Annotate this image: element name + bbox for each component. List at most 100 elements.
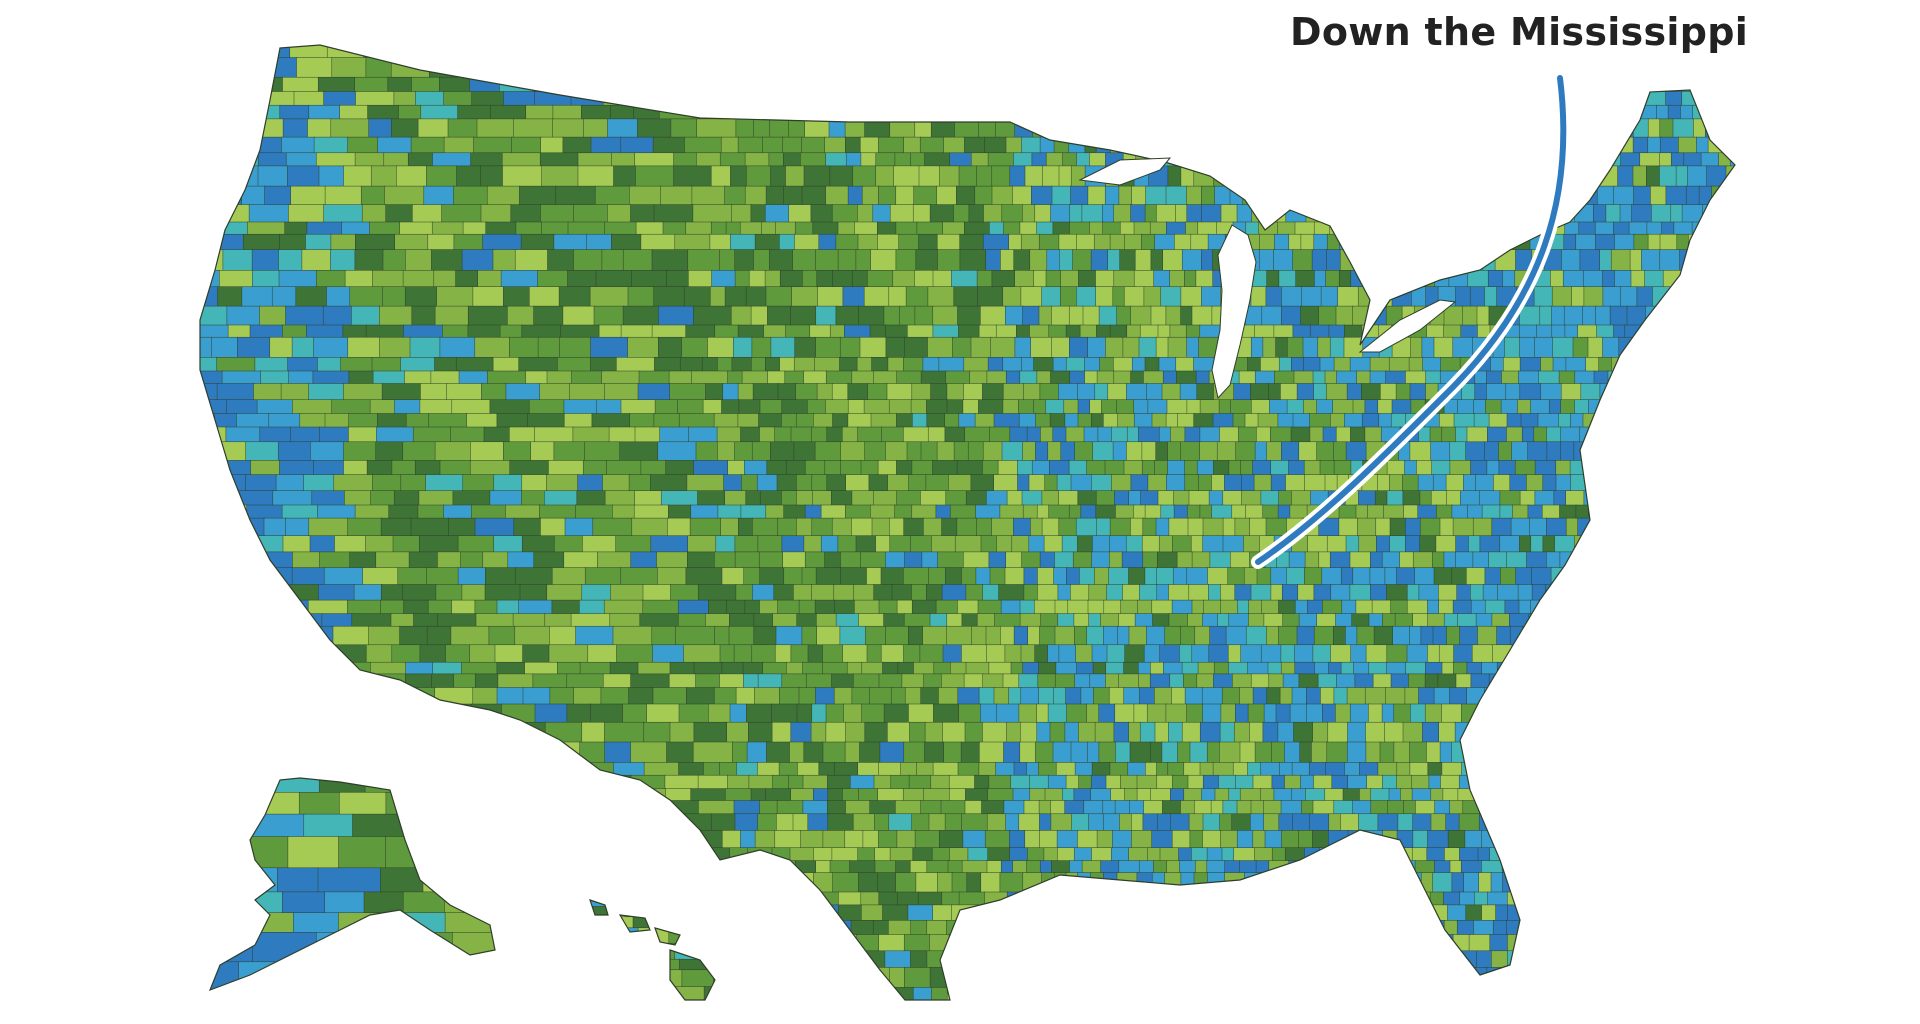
county-cell bbox=[1219, 426, 1240, 443]
county-cell bbox=[1394, 1001, 1409, 1018]
county-cell bbox=[1050, 800, 1066, 815]
county-cell bbox=[759, 399, 783, 415]
county-cell bbox=[1013, 762, 1028, 777]
county-cell bbox=[591, 860, 625, 874]
county-cell bbox=[1335, 860, 1352, 874]
county-cell bbox=[1225, 165, 1239, 187]
county-cell bbox=[1040, 613, 1059, 628]
county-cell bbox=[1278, 357, 1293, 372]
county-cell bbox=[810, 967, 836, 989]
county-cell bbox=[734, 551, 761, 569]
county-cell bbox=[407, 813, 464, 838]
county-cell bbox=[1083, 800, 1104, 815]
county-cell bbox=[1259, 118, 1275, 139]
county-cell bbox=[1661, 221, 1675, 236]
county-cell bbox=[354, 504, 390, 519]
county-cell bbox=[1304, 474, 1326, 492]
county-cell bbox=[282, 535, 311, 553]
county-cell bbox=[1628, 221, 1648, 236]
county-cell bbox=[919, 136, 945, 154]
county-cell bbox=[1469, 286, 1486, 307]
county-cell bbox=[1473, 413, 1490, 428]
county-cell bbox=[532, 847, 566, 862]
county-cell bbox=[1175, 357, 1195, 372]
county-cell bbox=[1455, 535, 1470, 553]
county-cell bbox=[826, 474, 847, 492]
county-cell bbox=[714, 551, 736, 569]
county-cell bbox=[210, 792, 241, 815]
county-cell bbox=[1133, 399, 1149, 415]
county-cell bbox=[1021, 551, 1041, 569]
county-cell bbox=[1625, 357, 1642, 372]
county-cell bbox=[1138, 860, 1155, 874]
county-cell bbox=[622, 305, 660, 326]
county-cell bbox=[1130, 474, 1149, 492]
county-cell bbox=[739, 934, 762, 952]
county-cell bbox=[493, 535, 524, 553]
county-cell bbox=[1266, 204, 1287, 223]
county-cell bbox=[1254, 741, 1273, 764]
county-cell bbox=[1510, 118, 1528, 139]
county-cell bbox=[479, 57, 507, 79]
county-cell bbox=[503, 91, 536, 107]
county-cell bbox=[1386, 644, 1408, 664]
county-cell bbox=[1519, 336, 1536, 359]
county-cell bbox=[1309, 426, 1324, 443]
county-cell bbox=[965, 661, 990, 675]
county-cell bbox=[1619, 788, 1637, 802]
county-cell bbox=[1638, 774, 1659, 790]
county-cell bbox=[778, 762, 799, 777]
county-cell bbox=[1051, 185, 1072, 206]
county-cell bbox=[1131, 830, 1153, 849]
county-cell bbox=[1408, 673, 1426, 689]
county-cell bbox=[1448, 270, 1469, 288]
county-cell bbox=[982, 584, 1000, 601]
county-cell bbox=[923, 673, 943, 689]
county-cell bbox=[504, 904, 527, 922]
county-cell bbox=[1208, 490, 1224, 506]
county-cell bbox=[1300, 305, 1320, 326]
county-cell bbox=[953, 91, 977, 107]
county-cell bbox=[991, 185, 1014, 206]
county-cell bbox=[924, 721, 944, 743]
county-cell bbox=[453, 673, 477, 689]
county-cell bbox=[1137, 599, 1153, 615]
county-cell bbox=[950, 661, 967, 675]
county-cell bbox=[781, 399, 809, 415]
county-cell bbox=[563, 413, 593, 428]
county-cell bbox=[1602, 336, 1620, 359]
county-cell bbox=[246, 813, 305, 838]
county-cell bbox=[1558, 872, 1575, 893]
county-cell bbox=[1078, 270, 1097, 288]
county-cell bbox=[1533, 847, 1547, 862]
county-cell bbox=[1546, 830, 1564, 849]
county-cell bbox=[1144, 357, 1160, 372]
county-cell bbox=[976, 270, 993, 288]
county-cell bbox=[1091, 1001, 1109, 1018]
county-cell bbox=[684, 57, 713, 79]
county-cell bbox=[1433, 567, 1453, 586]
county-cell bbox=[310, 441, 345, 462]
county-cell bbox=[380, 517, 412, 537]
county-cell bbox=[1170, 813, 1190, 832]
county-cell bbox=[874, 847, 891, 862]
county-cell bbox=[1091, 950, 1111, 969]
county-cell bbox=[855, 249, 872, 272]
county-cell bbox=[1308, 762, 1327, 777]
county-cell bbox=[1378, 413, 1393, 428]
county-cell bbox=[687, 551, 716, 569]
county-cell bbox=[1719, 204, 1733, 223]
county-cell bbox=[750, 788, 767, 802]
county-cell bbox=[878, 762, 902, 777]
county-cell bbox=[1225, 625, 1248, 646]
county-cell bbox=[1364, 967, 1383, 989]
county-cell bbox=[1689, 413, 1710, 428]
county-cell bbox=[1108, 687, 1125, 705]
county-cell bbox=[1311, 891, 1333, 906]
county-cell bbox=[1210, 118, 1230, 139]
county-cell bbox=[546, 370, 573, 385]
county-cell bbox=[1382, 774, 1398, 790]
county-cell bbox=[698, 800, 735, 815]
county-cell bbox=[226, 305, 261, 326]
county-cell bbox=[635, 891, 672, 906]
